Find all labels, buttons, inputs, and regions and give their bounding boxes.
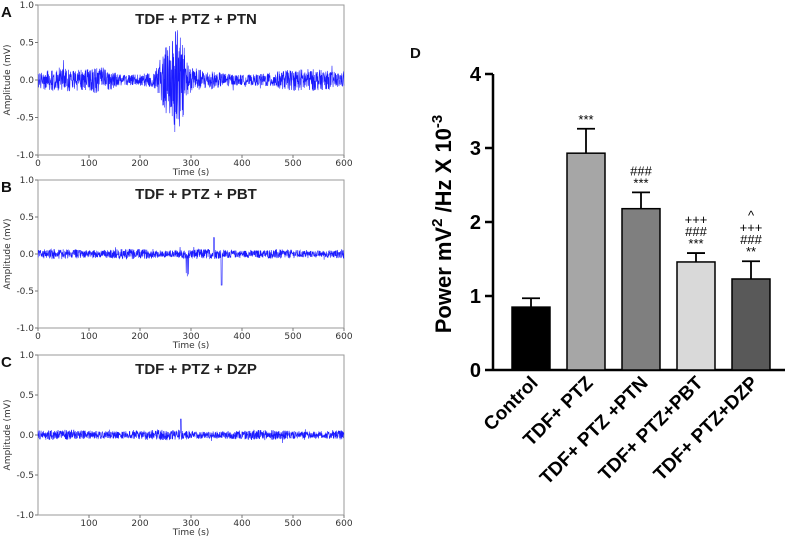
y-tick-label: -1.0	[16, 324, 34, 334]
y-axis-label: Amplitude (mV)	[3, 219, 13, 290]
y-tick-label: 0.5	[20, 213, 34, 223]
panel-title: TDF + PTZ + DZP	[135, 361, 257, 378]
y-tick-label: -0.5	[16, 471, 34, 481]
x-tick-label: 300	[182, 519, 199, 529]
significance-label: ###	[740, 232, 762, 247]
x-tick-label: 600	[335, 159, 352, 169]
y-axis-label-part: Power mV	[431, 227, 456, 334]
x-axis-label: Time (s)	[172, 341, 210, 351]
panel-title: TDF + PTZ + PBT	[135, 186, 257, 203]
significance-label: ***	[633, 175, 648, 190]
significance-label: +++	[740, 220, 763, 235]
significance-label: +++	[685, 212, 708, 227]
y-tick-label: 3	[470, 138, 481, 160]
y-tick-label: -1.0	[16, 511, 34, 521]
x-tick-label: 300	[182, 332, 199, 342]
x-tick-label: 100	[80, 159, 97, 169]
y-tick-label: 1.0	[20, 351, 35, 361]
eeg-panel-b: 1.0 0.5 0.0 -0.5 -1.00 100 200 300 400 500 600 Time…	[1, 176, 353, 351]
y-tick-label: 0	[470, 360, 481, 382]
panel-title: TDF + PTZ + PTN	[135, 11, 257, 28]
bar	[676, 261, 716, 371]
panel-letter: C	[1, 354, 12, 371]
x-tick-label: 600	[335, 519, 352, 529]
x-tick-label: 200	[131, 519, 148, 529]
bar	[511, 306, 551, 371]
y-tick-label: 1.0	[20, 1, 35, 11]
eeg-panel-a: 1.0 0.5 0.0 -0.5 -1.00 100 200 300 400 500 600 Time…	[1, 1, 353, 178]
y-tick-label: 0.5	[20, 391, 34, 401]
x-axis-label: Time (s)	[172, 168, 210, 178]
x-tick-label: 100	[80, 519, 97, 529]
x-tick-label: 400	[233, 159, 250, 169]
y-tick-label: 0.5	[20, 39, 34, 49]
y-tick-label: -0.5	[16, 114, 34, 124]
y-axis-label: Amplitude (mV)	[3, 45, 13, 116]
y-tick-label: 2	[470, 212, 481, 234]
y-tick-label: 1	[470, 286, 481, 308]
x-tick-label: 500	[284, 159, 301, 169]
eeg-trace	[37, 418, 345, 444]
y-axis-label-part: -3	[429, 115, 446, 128]
y-axis-label: Amplitude (mV)	[3, 400, 13, 471]
significance-label: ***	[578, 112, 593, 127]
x-tick-label: 100	[80, 332, 97, 342]
bar	[566, 152, 606, 371]
y-tick-label: 0.0	[20, 431, 35, 441]
y-tick-label: 0.0	[20, 76, 35, 86]
eeg-panel-c: 1.0 0.5 0.0 -0.5 -1.0 100 200 300 400 500 600 Time …	[1, 351, 353, 537]
y-tick-label: 1.0	[20, 176, 35, 186]
x-tick-label: 500	[284, 332, 301, 342]
x-tick-label: 300	[182, 159, 199, 169]
y-axis-label: Power mV2 /Hz X 10-3	[429, 115, 456, 334]
bar	[621, 207, 661, 371]
x-axis-label: Time (s)	[172, 528, 210, 537]
x-tick-label: 200	[131, 332, 148, 342]
significance-label: ###	[685, 224, 707, 239]
eeg-trace	[37, 237, 345, 286]
x-tick-label: 0	[35, 159, 41, 169]
bar	[731, 278, 771, 371]
panel-letter: B	[1, 179, 12, 196]
y-axis-label-part: 2	[429, 219, 446, 227]
significance-label: **	[746, 244, 756, 259]
y-tick-label: 0.0	[20, 250, 35, 260]
eeg-trace	[37, 30, 345, 133]
significance-label: ###	[630, 163, 652, 178]
panel-letter: D	[410, 45, 421, 62]
x-tick-label: 500	[284, 519, 301, 529]
x-tick-label: 200	[131, 159, 148, 169]
panel-letter: A	[1, 4, 12, 21]
y-tick-label: -1.0	[16, 151, 34, 161]
y-tick-label: -0.5	[16, 287, 34, 297]
category-label: TDF+ PTZ+DZP	[650, 372, 763, 485]
x-tick-label: 0	[35, 332, 41, 342]
significance-label: ***	[688, 236, 703, 251]
significance-label: ^	[748, 208, 755, 223]
y-tick-label: 4	[470, 64, 482, 86]
x-tick-label: 600	[335, 332, 352, 342]
x-tick-label: 400	[233, 519, 250, 529]
y-axis-label-part: /Hz X 10	[431, 128, 456, 218]
x-tick-label: 400	[233, 332, 250, 342]
